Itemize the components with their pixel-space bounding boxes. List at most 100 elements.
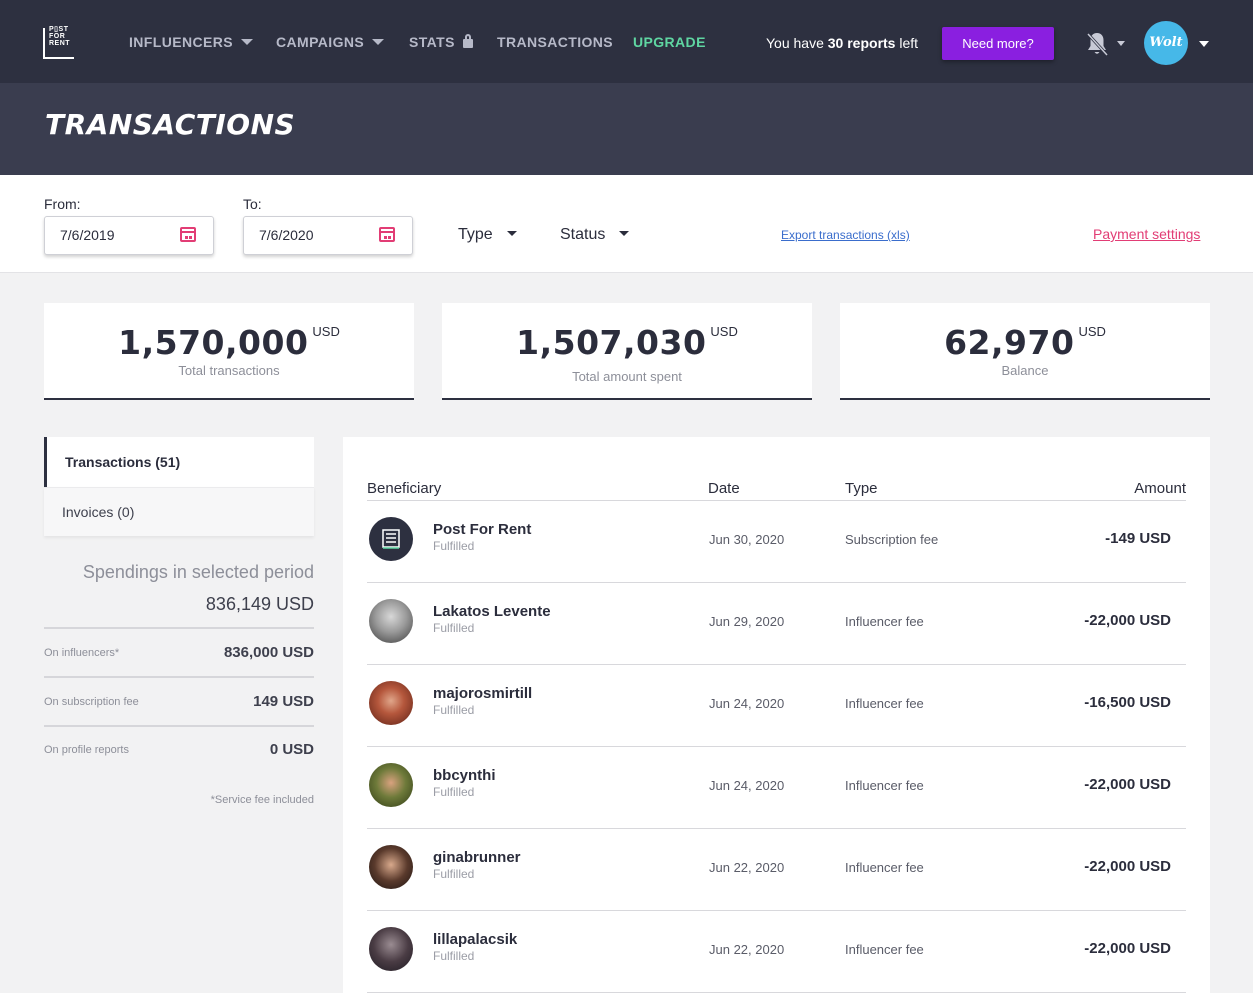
filter-bar: From: 7/6/2019 To: 7/6/2020 Type Status …	[0, 175, 1253, 273]
side-tabs: Transactions (51) Invoices (0)	[44, 437, 314, 536]
nav-campaigns-label: CAMPAIGNS	[276, 34, 365, 50]
avatar	[369, 845, 413, 889]
spendings-title: Spendings in selected period	[82, 562, 314, 582]
top-navbar: P▯ST FOR RENT INFLUENCERS CAMPAIGNS STATS …	[0, 0, 1253, 83]
beneficiary-name[interactable]: lillapalacsik	[433, 931, 518, 948]
stat-card-total-spent: 1,507,030 USD Total amount spent	[442, 303, 812, 400]
spend-influencers-label: On influencers*	[44, 647, 120, 659]
table-row[interactable]: Lakatos Levente Fulfilled Jun 29, 2020 I…	[367, 583, 1186, 665]
transaction-type: Subscription fee	[845, 532, 939, 547]
spend-subscription-label: On subscription fee	[44, 696, 139, 708]
stat-label: Balance	[1001, 363, 1049, 378]
table-row[interactable]: ginabrunner Fulfilled Jun 22, 2020 Influ…	[367, 829, 1186, 911]
avatar	[369, 599, 413, 643]
transaction-date: Jun 24, 2020	[709, 778, 785, 793]
transaction-amount: -22,000 USD	[1084, 858, 1171, 875]
transaction-type: Influencer fee	[845, 860, 924, 875]
reports-prefix: You have	[766, 35, 828, 51]
transactions-table: Beneficiary Date Type Amount Post For Re…	[343, 437, 1210, 993]
nav-upgrade[interactable]: UPGRADE	[633, 34, 706, 50]
caret-down-icon	[506, 231, 517, 236]
header-type[interactable]: Type	[845, 480, 878, 497]
transaction-status: Fulfilled	[433, 621, 475, 635]
avatar	[369, 681, 413, 725]
type-dropdown-label: Type	[458, 226, 493, 243]
reports-suffix: left	[895, 35, 919, 51]
post-for-rent-logo-icon	[382, 529, 400, 549]
nav-transactions[interactable]: TRANSACTIONS	[497, 34, 613, 50]
transaction-type: Influencer fee	[845, 696, 924, 711]
payment-settings-link[interactable]: Payment settings	[1093, 226, 1201, 242]
stat-currency: USD	[710, 324, 738, 339]
transaction-amount: -22,000 USD	[1084, 612, 1171, 629]
caret-down-icon	[240, 39, 253, 45]
reports-count: 30 reports	[827, 35, 896, 51]
transaction-date: Jun 24, 2020	[709, 696, 785, 711]
avatar	[369, 517, 413, 561]
transaction-date: Jun 30, 2020	[709, 532, 785, 547]
caret-down-icon	[619, 231, 630, 236]
transaction-amount: -149 USD	[1105, 530, 1171, 547]
to-label: To:	[243, 196, 262, 212]
transaction-amount: -22,000 USD	[1084, 776, 1171, 793]
header-divider	[367, 500, 1186, 501]
export-transactions-link[interactable]: Export transactions (xls)	[781, 228, 910, 242]
divider	[44, 627, 314, 629]
notifications-off-bell-icon[interactable]	[1086, 31, 1108, 57]
calendar-icon[interactable]	[180, 227, 196, 242]
beneficiary-name[interactable]: bbcynthi	[433, 767, 496, 784]
account-caret-icon[interactable]	[1199, 41, 1209, 47]
table-row[interactable]: Post For Rent Fulfilled Jun 30, 2020 Sub…	[367, 501, 1186, 583]
post-for-rent-logo[interactable]: P▯ST FOR RENT	[43, 26, 74, 59]
stat-currency: USD	[312, 324, 340, 339]
logo-text: P▯ST FOR RENT	[49, 26, 71, 47]
from-label: From:	[44, 196, 81, 212]
account-avatar[interactable]: Wolt	[1144, 21, 1188, 65]
from-date-value: 7/6/2019	[60, 227, 115, 243]
caret-down-icon	[372, 39, 385, 45]
stat-value: 62,970	[944, 323, 1075, 362]
avatar	[369, 763, 413, 807]
nav-campaigns[interactable]: CAMPAIGNS	[276, 34, 385, 50]
to-date-input[interactable]: 7/6/2020	[243, 216, 413, 255]
type-dropdown[interactable]: Type	[458, 226, 517, 244]
table-row[interactable]: bbcynthi Fulfilled Jun 24, 2020 Influenc…	[367, 747, 1186, 829]
beneficiary-name[interactable]: majorosmirtill	[433, 685, 533, 702]
spend-reports-label: On profile reports	[44, 744, 129, 756]
nav-stats-label: STATS	[409, 34, 455, 50]
transaction-amount: -16,500 USD	[1084, 694, 1171, 711]
spend-reports-value: 0 USD	[269, 741, 314, 758]
nav-stats[interactable]: STATS	[409, 34, 473, 50]
header-amount[interactable]: Amount	[1134, 480, 1186, 497]
status-dropdown[interactable]: Status	[560, 226, 630, 244]
beneficiary-name[interactable]: Lakatos Levente	[433, 603, 551, 620]
beneficiary-name[interactable]: Post For Rent	[433, 521, 532, 538]
stat-label: Total amount spent	[572, 369, 682, 384]
spendings-total: 836,149 USD	[205, 594, 314, 614]
table-row[interactable]: majorosmirtill Fulfilled Jun 24, 2020 In…	[367, 665, 1186, 747]
beneficiary-name[interactable]: ginabrunner	[433, 849, 521, 866]
header-date[interactable]: Date	[708, 480, 740, 497]
calendar-icon[interactable]	[379, 227, 395, 242]
transaction-type: Influencer fee	[845, 942, 924, 957]
transaction-date: Jun 22, 2020	[709, 942, 785, 957]
page-header: TRANSACTIONS	[0, 83, 1253, 175]
nav-transactions-label: TRANSACTIONS	[497, 34, 614, 50]
status-dropdown-label: Status	[560, 226, 606, 243]
nav-influencers[interactable]: INFLUENCERS	[129, 34, 253, 50]
need-more-button[interactable]: Need more?	[942, 27, 1054, 60]
transaction-status: Fulfilled	[433, 539, 475, 553]
table-row[interactable]: lillapalacsik Fulfilled Jun 22, 2020 Inf…	[367, 911, 1186, 993]
from-date-input[interactable]: 7/6/2019	[44, 216, 214, 255]
nav-influencers-label: INFLUENCERS	[129, 34, 233, 50]
tab-invoices[interactable]: Invoices (0)	[44, 487, 314, 536]
tab-transactions[interactable]: Transactions (51)	[44, 437, 314, 487]
header-beneficiary[interactable]: Beneficiary	[367, 480, 442, 497]
transaction-amount: -22,000 USD	[1084, 940, 1171, 957]
to-date-value: 7/6/2020	[259, 227, 314, 243]
transaction-status: Fulfilled	[433, 785, 475, 799]
reports-remaining-text: You have 30 reports left	[766, 35, 918, 51]
avatar	[369, 927, 413, 971]
transaction-status: Fulfilled	[433, 867, 475, 881]
notifications-caret-icon[interactable]	[1117, 41, 1125, 46]
